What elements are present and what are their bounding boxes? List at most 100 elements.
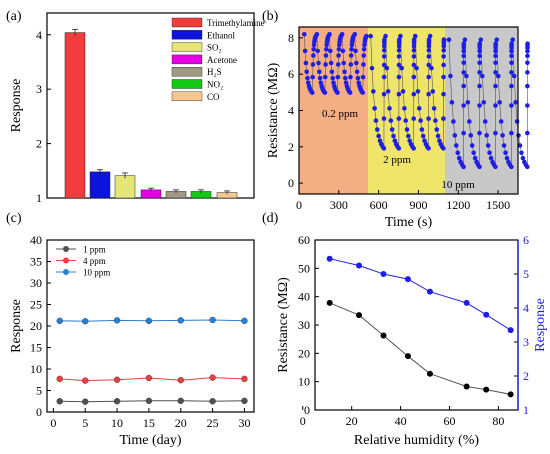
legend-label: 1 ppm: [83, 245, 106, 255]
panel-d-y-tick-label: 60: [298, 233, 310, 247]
resistance-point: [448, 73, 453, 79]
resistance-point: [381, 146, 387, 151]
resistance-point: [525, 48, 530, 54]
legend-marker: [63, 269, 69, 275]
resistance-point: [525, 60, 530, 66]
panel-a-y-tick-label: 2: [36, 137, 42, 151]
resistance-point: [453, 143, 459, 148]
resistance-point: [433, 118, 438, 123]
series-point: [241, 317, 248, 325]
panel-d-axes: [314, 239, 519, 411]
resistance-point: [477, 103, 482, 108]
panel-c-y-tick-label: 5: [36, 384, 42, 398]
resistance-point: [488, 155, 494, 161]
legend-label: NO₂: [207, 80, 223, 90]
panel-d-y2-tick-label: 2: [523, 369, 529, 383]
series-point: [177, 317, 184, 324]
resistance-point: [376, 133, 381, 139]
panel-b-x-tick-label: 600: [370, 198, 388, 212]
panel-c-y-tick-label: 10: [30, 362, 42, 376]
resistance-point: [400, 89, 406, 94]
response-point: [507, 327, 514, 334]
resistance-point: [396, 62, 402, 68]
resistance-point: [493, 164, 498, 170]
resistance-point: [484, 133, 489, 138]
panel-d-y-tick-label: 10: [298, 375, 310, 389]
panel-b-y-tick-label: 6: [288, 67, 294, 81]
panel-d-y2-tick-label: 1: [523, 403, 529, 417]
resistance-point: [517, 143, 523, 148]
bar-2: [89, 171, 111, 199]
resistance-point: [328, 60, 334, 66]
panel-c-x-tick-label: 0: [50, 416, 56, 430]
panel-c-y-tick-label: 35: [30, 255, 42, 269]
resistance-point: [483, 386, 490, 393]
series-point: [56, 375, 63, 383]
bar-3: [114, 175, 136, 199]
resistance-point: [452, 133, 458, 138]
resistance-point: [335, 90, 340, 95]
series-point: [145, 374, 153, 382]
resistance-point: [411, 62, 417, 68]
resistance-point: [441, 48, 447, 53]
resistance-point: [504, 155, 510, 161]
resistance-point: [340, 48, 346, 54]
resistance-point: [323, 53, 329, 58]
panel-a-y-tick-label: 1: [36, 191, 42, 205]
resistance-point: [411, 116, 417, 121]
resistance-point: [349, 46, 354, 52]
resistance-point: [419, 127, 425, 132]
panel-c-label: (c): [6, 211, 22, 226]
resistance-point: [426, 62, 432, 68]
resistance-point: [360, 74, 366, 80]
resistance-point: [430, 89, 436, 94]
panel-c-x-tick-label: 25: [207, 416, 219, 430]
panel-c-y-tick-label: 20: [30, 319, 42, 333]
resistance-point: [464, 73, 469, 79]
resistance-point: [524, 164, 530, 170]
resistance-point: [455, 150, 461, 156]
resistance-point: [381, 62, 387, 68]
resistance-point: [304, 69, 309, 75]
resistance-point: [509, 60, 514, 66]
resistance-point: [396, 116, 402, 121]
resistance-point: [441, 116, 446, 121]
resistance-point: [441, 91, 446, 97]
legend-swatch: [171, 66, 203, 77]
resistance-point: [509, 130, 514, 136]
legend-swatch: [171, 42, 203, 52]
resistance-point: [380, 332, 387, 339]
resistance-point: [302, 48, 308, 54]
panel-c-x-tick-label: 5: [82, 416, 88, 430]
panel-c-x-tick-label: 30: [238, 416, 250, 430]
series-point: [82, 377, 89, 384]
concentration-region: [299, 27, 369, 194]
resistance-point: [396, 91, 402, 97]
resistance-point: [347, 90, 353, 95]
resistance-point: [503, 150, 508, 156]
resistance-point: [381, 74, 387, 80]
resistance-point: [356, 312, 363, 319]
resistance-point: [381, 48, 387, 53]
resistance-point: [429, 65, 434, 71]
legend-label: CO: [207, 92, 220, 102]
resistance-point: [305, 75, 310, 81]
resistance-point: [461, 83, 466, 89]
resistance-point: [418, 118, 423, 123]
resistance-point: [461, 103, 466, 108]
resistance-point: [411, 48, 417, 53]
resistance-point: [441, 74, 446, 80]
panel-c-axes: [46, 239, 255, 413]
response-point: [483, 311, 490, 318]
resistance-point: [525, 83, 530, 89]
region-label: 10 ppm: [441, 179, 475, 191]
resistance-point: [402, 106, 407, 111]
series-point: [113, 317, 121, 324]
resistance-point: [328, 48, 333, 54]
resistance-point: [482, 119, 488, 124]
legend-label: SO₂: [207, 43, 222, 53]
resistance-point: [427, 33, 433, 39]
series-point: [145, 317, 153, 325]
resistance-point: [434, 127, 440, 132]
resistance-point: [411, 54, 417, 59]
